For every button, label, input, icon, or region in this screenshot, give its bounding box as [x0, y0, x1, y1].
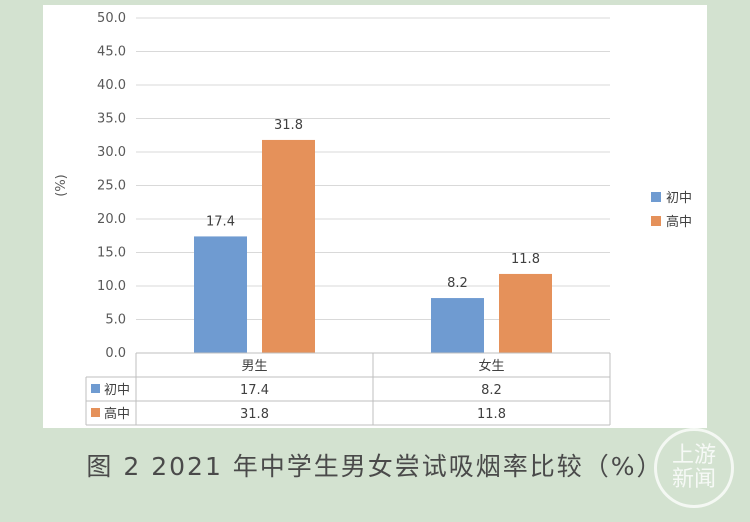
legend-label: 初中 — [666, 191, 692, 206]
y-tick-label: 35.0 — [97, 112, 126, 127]
y-tick-label: 45.0 — [97, 45, 126, 60]
bar-chart: 0.0 5.0 10.0 15.0 20.0 25.0 30.0 35.0 40.0 45.0 50… — [54, 11, 692, 426]
table-cell: 8.2 — [481, 383, 502, 398]
table-cell: 11.8 — [477, 407, 506, 422]
y-tick-label: 25.0 — [97, 179, 126, 194]
y-tick-label: 5.0 — [105, 313, 126, 328]
y-axis-label: (%) — [54, 174, 69, 197]
y-tick-label: 0.0 — [105, 346, 126, 361]
bar — [431, 298, 484, 353]
legend-label: 高中 — [666, 214, 692, 230]
y-tick-label: 50.0 — [97, 11, 126, 26]
x-category-label: 女生 — [478, 358, 504, 374]
y-tick-label: 15.0 — [97, 246, 126, 261]
bar — [194, 236, 247, 353]
table-row-label: 初中 — [104, 383, 130, 398]
table-row-label: 高中 — [104, 406, 130, 422]
data-label: 11.8 — [511, 252, 540, 267]
legend-key — [651, 216, 661, 226]
bar — [499, 273, 552, 353]
table-cell: 17.4 — [240, 383, 269, 398]
legend-key — [651, 192, 661, 202]
data-label: 8.2 — [447, 276, 468, 291]
table-legend-key — [91, 408, 100, 417]
data-label: 31.8 — [274, 118, 303, 133]
data-label: 17.4 — [206, 214, 235, 229]
watermark-logo: 上游 新闻 — [654, 428, 734, 508]
x-category-label: 男生 — [241, 359, 267, 374]
chart-panel: 0.0 5.0 10.0 15.0 20.0 25.0 30.0 35.0 40.0 45.0 50… — [43, 5, 707, 428]
y-tick-label: 10.0 — [97, 279, 126, 294]
watermark-line1: 上游 — [671, 443, 716, 468]
table-legend-key — [91, 384, 100, 393]
watermark-line2: 新闻 — [671, 467, 716, 492]
figure-caption: 图 2 2021 年中学生男女尝试吸烟率比较（%） — [86, 452, 664, 481]
table-cell: 31.8 — [240, 407, 269, 422]
y-tick-label: 30.0 — [97, 145, 126, 160]
y-tick-label: 20.0 — [97, 212, 126, 227]
y-tick-label: 40.0 — [97, 78, 126, 93]
bar — [262, 139, 315, 353]
